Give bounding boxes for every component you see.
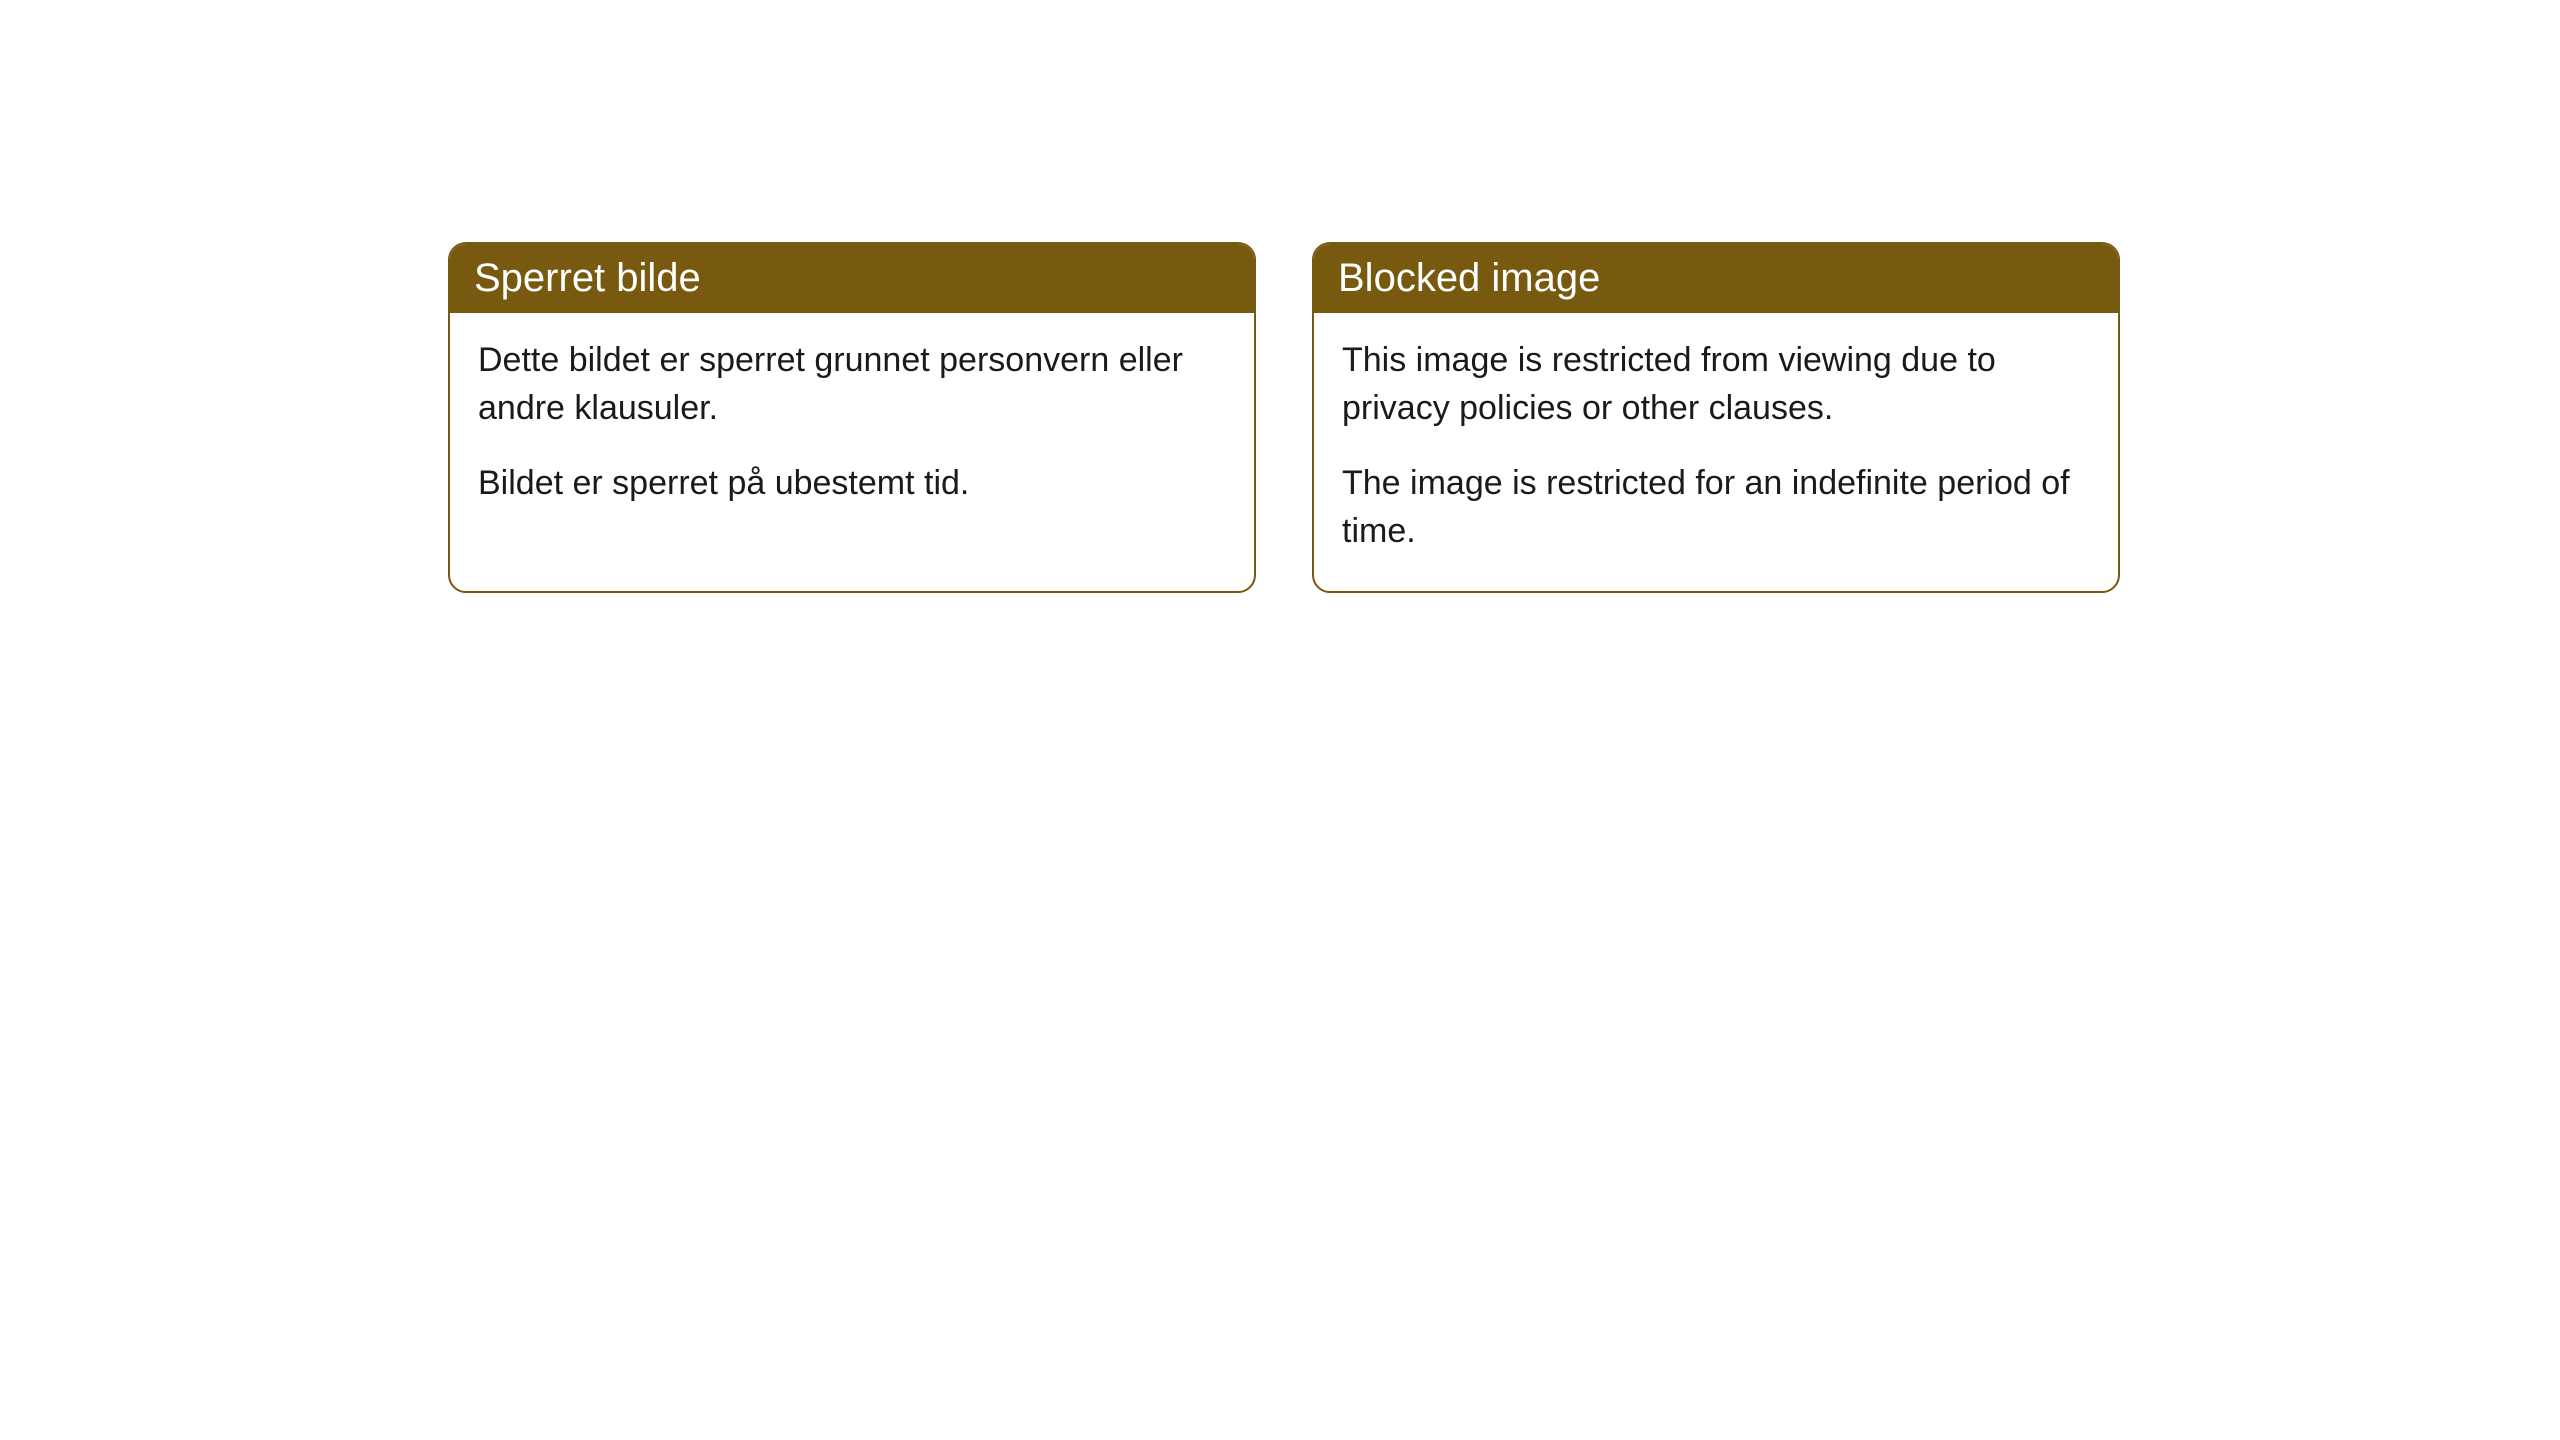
- card-header-english: Blocked image: [1314, 244, 2118, 313]
- card-title: Sperret bilde: [474, 256, 701, 300]
- card-paragraph: This image is restricted from viewing du…: [1342, 337, 2090, 432]
- card-paragraph: Dette bildet er sperret grunnet personve…: [478, 337, 1226, 432]
- cards-container: Sperret bilde Dette bildet er sperret gr…: [448, 242, 2120, 593]
- card-english: Blocked image This image is restricted f…: [1312, 242, 2120, 593]
- card-title: Blocked image: [1338, 256, 1600, 300]
- card-paragraph: Bildet er sperret på ubestemt tid.: [478, 460, 1226, 508]
- card-header-norwegian: Sperret bilde: [450, 244, 1254, 313]
- card-body-english: This image is restricted from viewing du…: [1314, 313, 2118, 591]
- card-paragraph: The image is restricted for an indefinit…: [1342, 460, 2090, 555]
- card-norwegian: Sperret bilde Dette bildet er sperret gr…: [448, 242, 1256, 593]
- card-body-norwegian: Dette bildet er sperret grunnet personve…: [450, 313, 1254, 544]
